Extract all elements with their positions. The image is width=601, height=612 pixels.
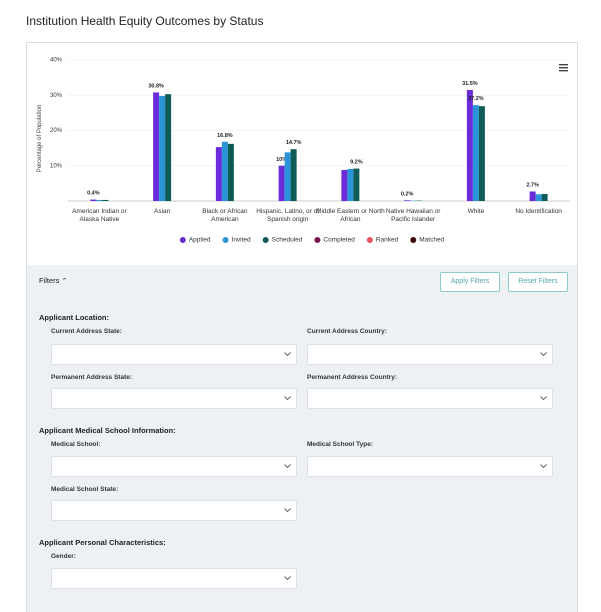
bar [102, 199, 109, 201]
chevron [284, 576, 291, 581]
select[interactable] [51, 568, 297, 589]
bar [284, 152, 291, 201]
bar [535, 194, 542, 201]
page-title: Institution Health Equity Outcomes by St… [26, 14, 264, 28]
chevron [284, 352, 291, 357]
bar [96, 199, 103, 201]
legend-swatch [222, 237, 229, 243]
x-tick-label: Asian [153, 208, 171, 215]
data-label: 2.7% [526, 182, 539, 188]
legend-swatch [314, 237, 321, 243]
data-label: 30.8% [148, 83, 164, 89]
bar [529, 191, 536, 201]
legend-label: Invited [232, 237, 252, 244]
bar [472, 105, 479, 201]
data-label: 31.5% [462, 81, 478, 87]
y-tick-label: 20% [50, 128, 63, 134]
select[interactable] [307, 456, 553, 477]
section-title: Applicant Personal Characteristics: [39, 538, 166, 547]
field-label: Medical School State: [51, 486, 119, 493]
bar [165, 94, 172, 201]
legend-label: Applied [189, 237, 211, 244]
legend-label: Matched [419, 237, 444, 244]
x-tick-label: White [467, 208, 485, 215]
field-label: Current Address Country: [307, 328, 387, 335]
x-tick-label: Middle Eastern or North African [316, 208, 385, 223]
field-label: Medical School Type: [307, 441, 373, 448]
menu-icon[interactable] [559, 64, 568, 72]
y-tick-label: 30% [50, 93, 63, 99]
select[interactable] [51, 456, 297, 477]
bar [90, 199, 97, 201]
legend-swatch [262, 237, 269, 243]
select[interactable] [51, 500, 297, 521]
y-axis-label: Percentage of Population [37, 105, 43, 172]
select[interactable] [51, 344, 297, 365]
bar [278, 165, 285, 201]
data-label: 0.2% [401, 191, 414, 197]
y-tick-label: 10% [50, 163, 63, 169]
x-tick-label: Black or African American [202, 208, 248, 223]
filters-toggle-label: Filters [39, 276, 60, 285]
legend-label: Ranked [376, 237, 399, 244]
chevron [284, 396, 291, 401]
select[interactable] [51, 388, 297, 409]
field-label: Current Address State: [51, 328, 122, 335]
bar [341, 169, 348, 201]
bar [478, 106, 485, 201]
bar [404, 200, 411, 201]
select[interactable] [307, 344, 553, 365]
field-label: Permanent Address State: [51, 374, 133, 381]
bar [290, 149, 297, 201]
data-label: 10% [276, 157, 287, 163]
bar [153, 92, 160, 201]
legend-label: Scheduled [272, 237, 303, 244]
filters-panel: Filters ⌃ Apply Filters Reset Filters Ap… [27, 265, 577, 612]
x-tick-label: Hispanic, Latino, or of Spanish origin [256, 208, 320, 223]
section-title: Applicant Medical School Information: [39, 426, 176, 435]
y-tick-label: 40% [50, 58, 63, 64]
data-label: 0.4% [87, 191, 100, 197]
apply-button[interactable]: Apply Filters [440, 272, 500, 292]
x-tick-label: Native Hawaiian or Pacific Islander [385, 208, 441, 223]
bar [347, 168, 354, 201]
chevron [540, 464, 547, 469]
bar [215, 147, 222, 201]
legend-swatch [410, 237, 417, 243]
bar [227, 143, 234, 201]
chevron [540, 396, 547, 401]
bar [466, 89, 473, 201]
reset-button[interactable]: Reset Filters [508, 272, 568, 292]
chevron [540, 352, 547, 357]
x-tick-label: American Indian or Alaska Native [72, 208, 127, 223]
chart: 10% 20% 30% 40% Percentage of Population 0.4%… [37, 58, 570, 244]
data-label: 9.2% [350, 160, 363, 166]
legend-swatch [179, 237, 186, 243]
bar [541, 193, 548, 201]
bar [353, 168, 360, 201]
panel [26, 42, 578, 612]
chevron [284, 508, 291, 513]
field-label: Medical School: [51, 441, 101, 448]
data-label: 27.2% [468, 96, 484, 102]
select[interactable] [307, 388, 553, 409]
legend-swatch [366, 237, 373, 243]
section-title: Applicant Location: [39, 313, 109, 322]
bar [221, 141, 228, 201]
bar [159, 95, 166, 201]
chevron [284, 464, 291, 469]
x-tick-label: No Identification [515, 208, 562, 215]
legend: Applied Invited Scheduled Completed Ranked Ma… [179, 237, 445, 244]
legend-label: Completed [323, 237, 355, 244]
data-label: 16.8% [217, 133, 233, 139]
filters-toggle[interactable]: Filters ⌃ [39, 276, 68, 285]
data-label: 14.7% [286, 140, 302, 146]
chart-area: 10% 20% 30% 40% Percentage of Population 0.4%… [27, 43, 577, 265]
field-label: Gender: [51, 553, 76, 560]
field-label: Permanent Address Country: [307, 374, 398, 381]
